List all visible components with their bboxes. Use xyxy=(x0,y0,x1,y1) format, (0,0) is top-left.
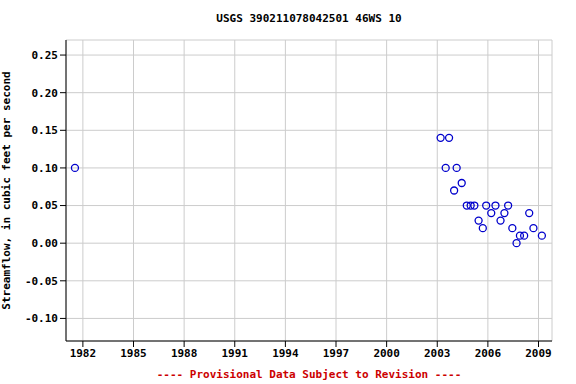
svg-text:0.00: 0.00 xyxy=(32,237,59,250)
svg-text:2003: 2003 xyxy=(424,347,451,360)
svg-text:-0.10: -0.10 xyxy=(25,312,58,325)
svg-text:1985: 1985 xyxy=(120,347,147,360)
html-text:---- Provisional Data Subject: ---- Provisional Data Subject to Revisio… xyxy=(156,368,462,381)
svg-text:0.15: 0.15 xyxy=(32,124,59,137)
html-text:USGS 390211078042501 46WS 10: USGS 390211078042501 46WS 10 xyxy=(216,12,402,25)
svg-text:0.25: 0.25 xyxy=(32,49,59,62)
svg-text:0.20: 0.20 xyxy=(32,87,59,100)
svg-text:-0.05: -0.05 xyxy=(25,275,58,288)
svg-text:1994: 1994 xyxy=(272,347,299,360)
svg-text:2006: 2006 xyxy=(475,347,502,360)
svg-text:1982: 1982 xyxy=(70,347,97,360)
svg-text:Streamflow, in cubic feet per: Streamflow, in cubic feet per second xyxy=(8,71,13,309)
svg-text:2000: 2000 xyxy=(373,347,400,360)
svg-text:1997: 1997 xyxy=(323,347,350,360)
svg-text:1991: 1991 xyxy=(222,347,249,360)
svg-text:1988: 1988 xyxy=(171,347,198,360)
svg-text:2009: 2009 xyxy=(525,347,552,360)
svg-text:0.10: 0.10 xyxy=(32,162,59,175)
svg-text:0.05: 0.05 xyxy=(32,199,59,212)
